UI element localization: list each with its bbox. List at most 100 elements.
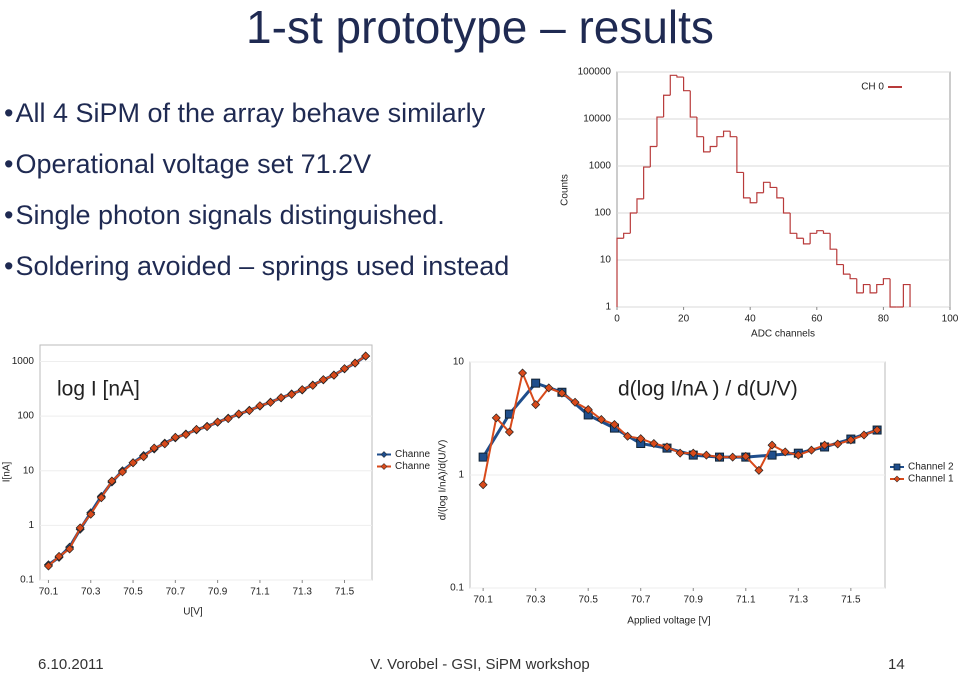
marker [287, 389, 297, 399]
y-tick-label: 1000 [12, 356, 35, 367]
footer-date: 6.10.2011 [38, 656, 104, 673]
marker [688, 448, 698, 458]
y-tick-label: 100 [594, 208, 611, 219]
marker [793, 450, 803, 460]
x-tick-label: 20 [678, 314, 690, 325]
histogram-bin [782, 197, 791, 214]
marker [833, 439, 843, 449]
histogram-bin [802, 238, 811, 245]
x-axis-label: U[V] [183, 607, 203, 618]
slide-title: 1-st prototype – results [246, 1, 714, 53]
marker [767, 440, 777, 450]
histogram-bin [689, 90, 697, 118]
x-tick-label: 70.3 [81, 587, 101, 598]
marker [531, 378, 541, 388]
histogram-bin [769, 182, 777, 189]
x-tick-label: 70.3 [526, 595, 546, 606]
x-tick-label: 71.3 [292, 587, 312, 598]
histogram-bin [876, 283, 884, 293]
histogram-bin [789, 213, 797, 234]
y-axis-label: I[nA] [2, 462, 13, 483]
legend-label: Channel 1 [908, 474, 954, 485]
marker [675, 448, 685, 458]
x-tick-label: 71.1 [736, 595, 756, 606]
y-tick-label: 1 [605, 302, 611, 313]
marker [308, 380, 318, 390]
y-axis-label: Counts [560, 174, 571, 206]
histogram-bin [669, 74, 677, 96]
histogram-bin [683, 77, 691, 92]
x-tick-label: 71.5 [841, 595, 861, 606]
histogram-bin [736, 136, 744, 174]
marker [583, 404, 593, 414]
marker [340, 364, 350, 374]
x-tick-label: 70.1 [473, 595, 493, 606]
legend-label: Channel 2 [908, 462, 954, 473]
marker [557, 388, 567, 398]
histogram-bin [829, 233, 837, 250]
histogram-bin [856, 278, 864, 294]
charts: 1 10 100 1000 10000 100000 0 20 40 60 80 100 Counts A… [2, 67, 959, 627]
footer-author: V. Vorobel - GSI, SiPM workshop [370, 656, 590, 673]
histogram-bin [616, 237, 624, 307]
x-tick-label: 70.1 [39, 587, 59, 598]
histogram-bin [822, 230, 831, 234]
x-tick-label: 71.3 [789, 595, 809, 606]
histogram-bin [696, 117, 704, 138]
marker [43, 561, 53, 571]
marker [86, 509, 96, 519]
marker [329, 370, 339, 380]
y-tick-label: 100000 [578, 67, 612, 78]
legend-marker [380, 451, 388, 458]
marker [518, 368, 528, 378]
x-tick-label: 60 [811, 314, 823, 325]
marker [609, 419, 619, 429]
marker [181, 430, 191, 440]
histogram-bin [702, 136, 711, 153]
marker [244, 406, 254, 416]
marker [202, 422, 212, 432]
marker [128, 458, 138, 468]
marker [54, 551, 64, 561]
marker [350, 358, 360, 368]
marker [478, 452, 488, 462]
annotation: log I [nA] [57, 378, 140, 401]
x-tick-label: 70.5 [123, 587, 143, 598]
footer-page: 14 [888, 656, 905, 673]
x-tick-label: 100 [942, 314, 959, 325]
y-tick-label: 10000 [583, 114, 611, 125]
marker [820, 440, 830, 450]
marker [728, 452, 738, 462]
marker [846, 435, 856, 445]
marker [65, 544, 75, 554]
marker [478, 480, 488, 490]
marker [297, 385, 307, 395]
histogram-bin [623, 232, 631, 239]
x-tick-label: 70.7 [166, 587, 186, 598]
histogram-bin [902, 283, 911, 307]
x-tick-label: 0 [614, 314, 620, 325]
legend-marker [380, 463, 388, 470]
histogram-bin [716, 136, 724, 147]
histogram-bin [649, 145, 657, 168]
marker [96, 493, 106, 503]
marker [767, 450, 777, 460]
y-tick-label: 10 [600, 255, 612, 266]
bullet-list: All 4 SiPM of the array behave similarly… [4, 88, 509, 292]
marker [636, 434, 646, 444]
x-tick-label: 70.9 [684, 595, 704, 606]
y-tick-label: 100 [17, 411, 34, 422]
marker [139, 452, 149, 462]
marker [754, 465, 764, 475]
legend-label: CH 0 [861, 82, 884, 93]
histogram-bin [836, 249, 844, 266]
histogram-bin [663, 94, 671, 118]
histogram-bin [729, 131, 737, 138]
annotation: d(log I/nA ) / d(U/V) [618, 378, 798, 401]
x-tick-label: 40 [745, 314, 757, 325]
x-tick-label: 80 [878, 314, 890, 325]
marker [531, 400, 541, 410]
histogram-bin [749, 197, 757, 204]
x-tick-label: 70.9 [208, 587, 228, 598]
marker [107, 476, 117, 486]
